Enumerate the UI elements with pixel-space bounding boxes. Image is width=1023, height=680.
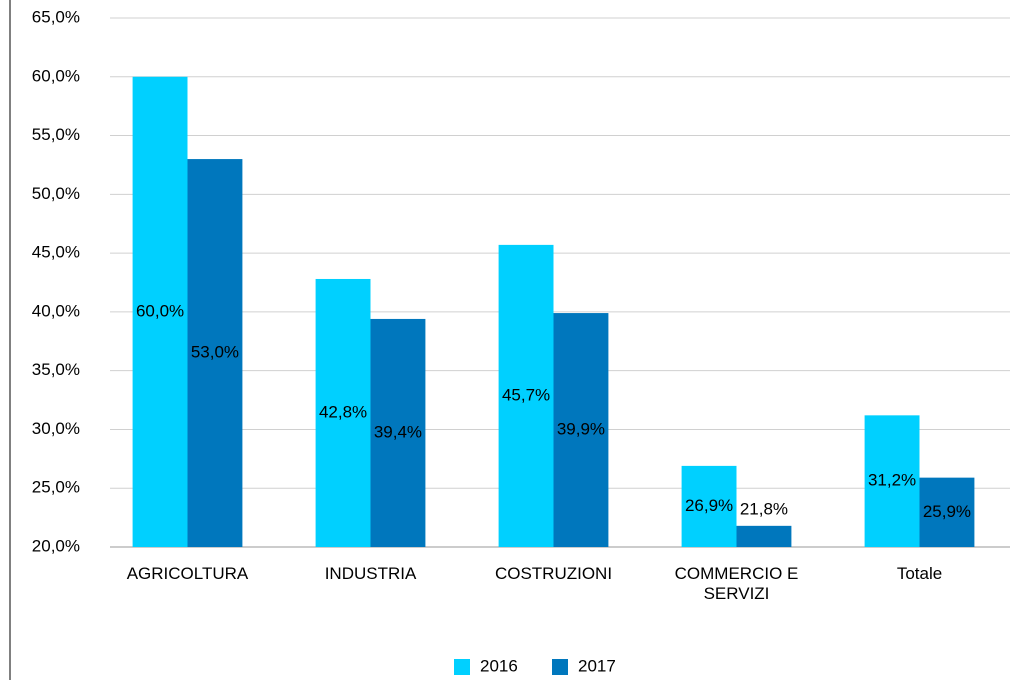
bar <box>315 278 371 547</box>
bar <box>919 477 975 547</box>
y-tick-label: 30,0% <box>32 419 80 438</box>
x-tick-label: AGRICOLTURA <box>126 564 249 583</box>
y-tick-label: 50,0% <box>32 184 80 203</box>
bar <box>132 76 188 548</box>
data-label: 31,2% <box>868 471 916 490</box>
bar <box>553 313 609 547</box>
x-tick-label: COMMERCIO E SERVIZI <box>674 564 799 603</box>
y-tick-label: 25,0% <box>32 478 80 497</box>
y-tick-label: 40,0% <box>32 301 80 320</box>
data-label: 60,0% <box>136 301 184 320</box>
data-label: 21,8% <box>740 499 788 518</box>
data-label: 39,9% <box>557 420 605 439</box>
y-tick-label: 55,0% <box>32 125 80 144</box>
data-label: 53,0% <box>191 343 239 362</box>
data-label: 25,9% <box>923 502 971 521</box>
x-tick-label: INDUSTRIA <box>324 564 417 583</box>
legend-swatch <box>552 659 568 675</box>
data-label: 39,4% <box>374 422 422 441</box>
data-label: 45,7% <box>502 385 550 404</box>
data-label: 26,9% <box>685 496 733 515</box>
bar <box>187 159 243 548</box>
y-tick-label: 20,0% <box>32 536 80 555</box>
bar <box>370 318 426 547</box>
bar <box>498 244 554 548</box>
bar <box>736 525 792 547</box>
legend-label: 2017 <box>578 656 616 675</box>
x-tick-label: COSTRUZIONI <box>494 564 613 583</box>
legend-swatch <box>454 659 470 675</box>
legend-label: 2016 <box>480 656 518 675</box>
y-tick-label: 65,0% <box>32 7 80 26</box>
y-tick-label: 60,0% <box>32 66 80 85</box>
y-tick-label: 35,0% <box>32 360 80 379</box>
y-tick-label: 45,0% <box>32 243 80 262</box>
data-label: 42,8% <box>319 402 367 421</box>
x-tick-label: Totale <box>896 564 943 583</box>
bar <box>681 465 737 547</box>
bar <box>864 415 920 547</box>
